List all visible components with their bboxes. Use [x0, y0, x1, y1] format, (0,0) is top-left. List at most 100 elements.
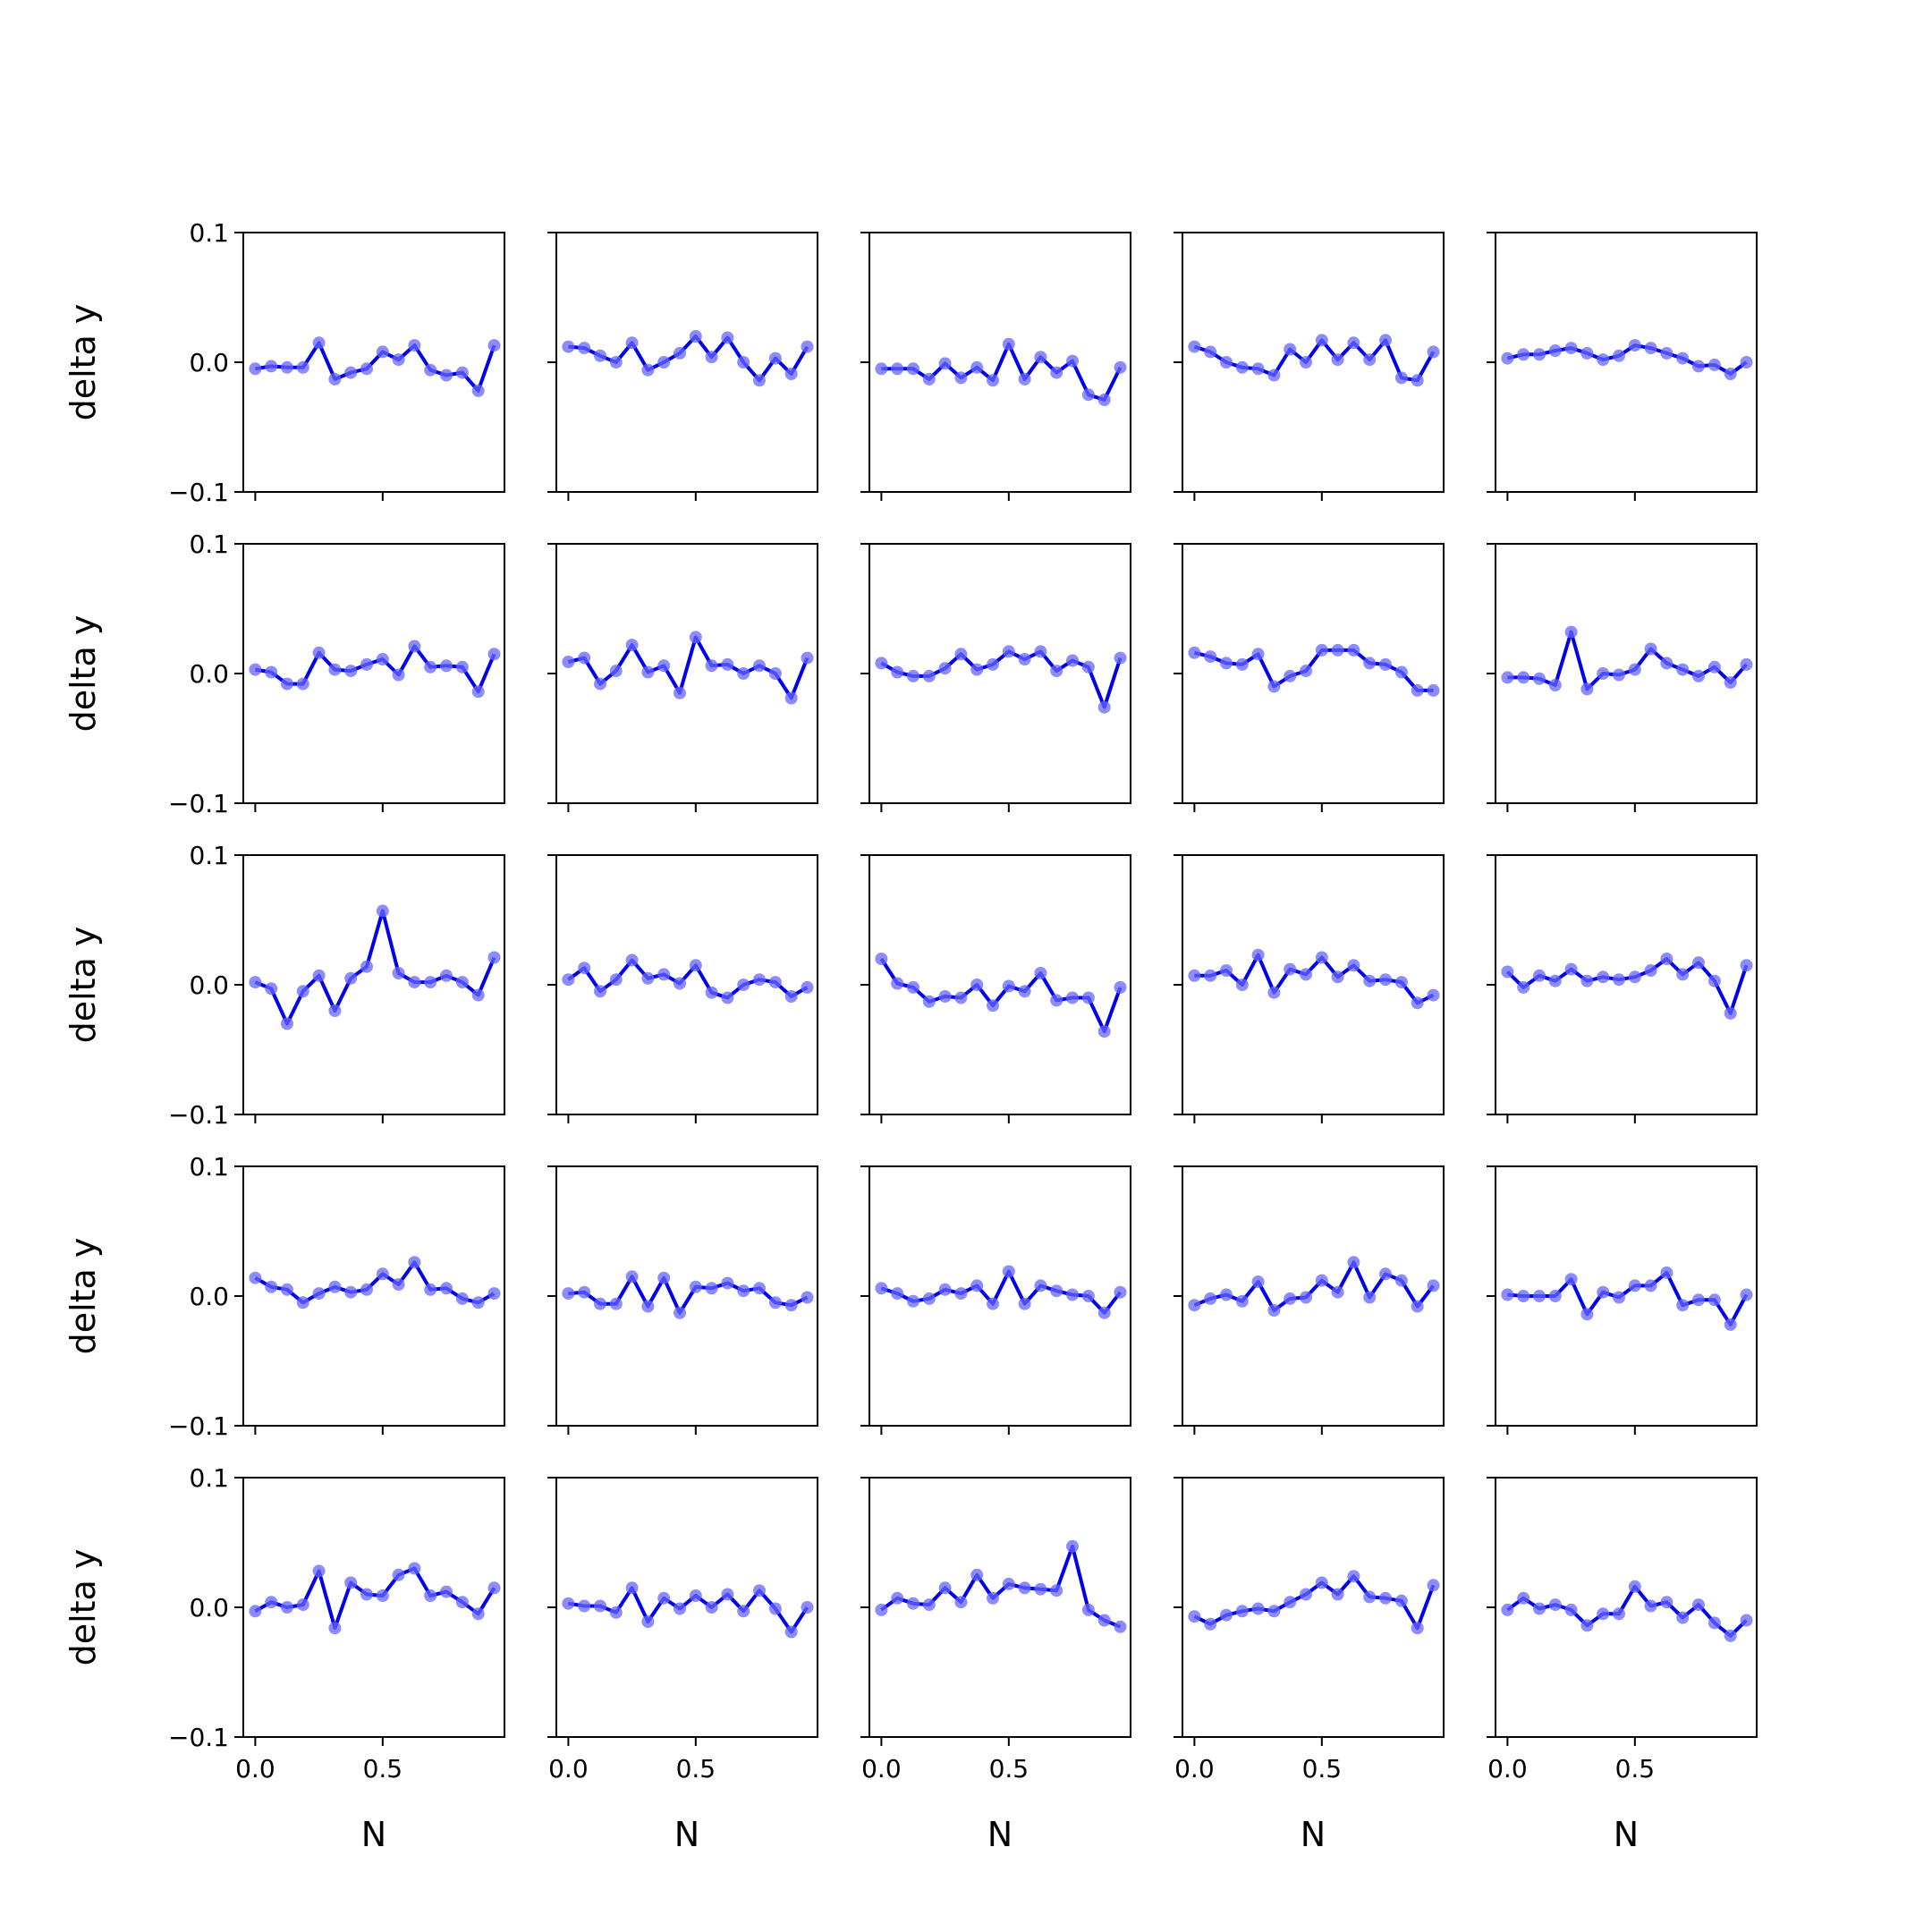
subplot-r1-c5	[1487, 232, 1758, 501]
axes-frame	[555, 543, 818, 804]
subplot-r4-c3	[860, 1165, 1131, 1435]
series-line	[880, 1269, 1123, 1315]
data-point	[1613, 668, 1625, 682]
data-point	[1331, 1588, 1344, 1601]
data-point	[1284, 962, 1297, 976]
data-point	[1580, 682, 1594, 696]
data-point	[1284, 669, 1297, 682]
data-point	[1204, 345, 1217, 359]
data-point	[594, 985, 606, 998]
data-point	[1284, 1292, 1297, 1305]
data-point	[907, 980, 919, 994]
data-point	[1740, 1288, 1753, 1301]
data-point	[1284, 1596, 1297, 1609]
data-point	[408, 339, 421, 352]
y-tick-label: 0.1	[189, 1152, 229, 1182]
data-point	[1411, 1300, 1424, 1313]
data-point	[1034, 1279, 1047, 1292]
data-point	[705, 986, 718, 999]
data-point	[1331, 970, 1344, 984]
data-point	[907, 362, 919, 376]
data-point	[1628, 339, 1641, 352]
x-axis-label: N	[1614, 1815, 1639, 1854]
y-axis-label: delta y	[64, 1549, 103, 1666]
data-point	[1315, 1274, 1328, 1287]
data-point	[1660, 953, 1674, 965]
data-point	[1363, 657, 1377, 670]
data-point	[1692, 956, 1705, 970]
data-point	[922, 1598, 936, 1612]
data-point	[1501, 965, 1514, 979]
series-line	[880, 649, 1123, 709]
data-point	[1692, 669, 1705, 682]
data-point	[1628, 1580, 1641, 1593]
data-point	[440, 1282, 453, 1295]
x-tick-label: 0.0	[1174, 1754, 1215, 1784]
data-point	[1363, 974, 1377, 987]
subplot-r1-c3	[860, 232, 1131, 501]
data-point	[609, 1297, 623, 1310]
data-point	[1315, 643, 1328, 657]
subplot-r5-c4: 0.0 0.5 N	[1174, 1477, 1445, 1854]
data-point	[1331, 1285, 1344, 1299]
series-line	[254, 1566, 496, 1631]
data-point	[1347, 643, 1360, 657]
data-point	[1517, 671, 1530, 684]
data-point	[1114, 651, 1127, 665]
data-point	[609, 1606, 623, 1619]
data-point	[408, 640, 421, 653]
subplot-r4-c5	[1487, 1165, 1758, 1435]
x-tick-label: 0.0	[235, 1754, 275, 1784]
data-point	[625, 639, 639, 652]
data-point	[1580, 1308, 1594, 1321]
data-point	[875, 1282, 888, 1295]
data-point	[471, 685, 485, 699]
data-point	[1034, 645, 1047, 658]
y-axis-label: delta y	[64, 615, 103, 733]
data-point	[1363, 353, 1377, 367]
data-point	[1002, 645, 1015, 658]
data-point	[328, 1622, 342, 1635]
data-point	[281, 1601, 293, 1614]
data-point	[721, 1276, 734, 1290]
data-point	[609, 973, 623, 987]
data-point	[1235, 360, 1249, 374]
data-point	[249, 976, 262, 989]
data-point	[360, 1283, 373, 1296]
data-point	[609, 665, 623, 678]
data-point	[281, 1283, 293, 1296]
x-tick-label: 0.5	[363, 1754, 403, 1784]
data-point	[768, 976, 782, 989]
data-point	[1081, 1290, 1095, 1302]
data-point	[408, 1562, 421, 1575]
data-point	[1066, 991, 1079, 1004]
data-point	[1235, 1294, 1249, 1308]
x-axis-label: N	[987, 1815, 1013, 1854]
data-point	[1300, 1588, 1312, 1601]
data-point	[1097, 1306, 1111, 1319]
data-point	[1114, 360, 1127, 374]
data-point	[922, 995, 936, 1008]
data-point	[1548, 1598, 1562, 1612]
series-line	[1194, 953, 1435, 1005]
data-point	[737, 1605, 750, 1618]
subplot-r1-c2	[547, 232, 818, 501]
data-point	[1081, 388, 1095, 402]
data-point	[1331, 643, 1344, 657]
data-point	[1707, 1616, 1721, 1630]
data-point	[1533, 969, 1546, 982]
data-point	[265, 982, 278, 996]
data-point	[1235, 657, 1249, 671]
y-tick-label: 0.1	[189, 218, 229, 248]
data-point	[328, 663, 342, 676]
data-point	[265, 1280, 278, 1293]
subplot-r4-c2	[547, 1165, 818, 1435]
data-point	[281, 677, 293, 691]
data-point	[1204, 1617, 1217, 1631]
data-point	[721, 331, 734, 344]
data-point	[657, 968, 671, 981]
data-point	[471, 384, 485, 397]
y-tick-label: −0.1	[168, 1723, 229, 1752]
x-tick-label: 0.5	[1302, 1754, 1343, 1784]
data-point	[1018, 985, 1031, 998]
